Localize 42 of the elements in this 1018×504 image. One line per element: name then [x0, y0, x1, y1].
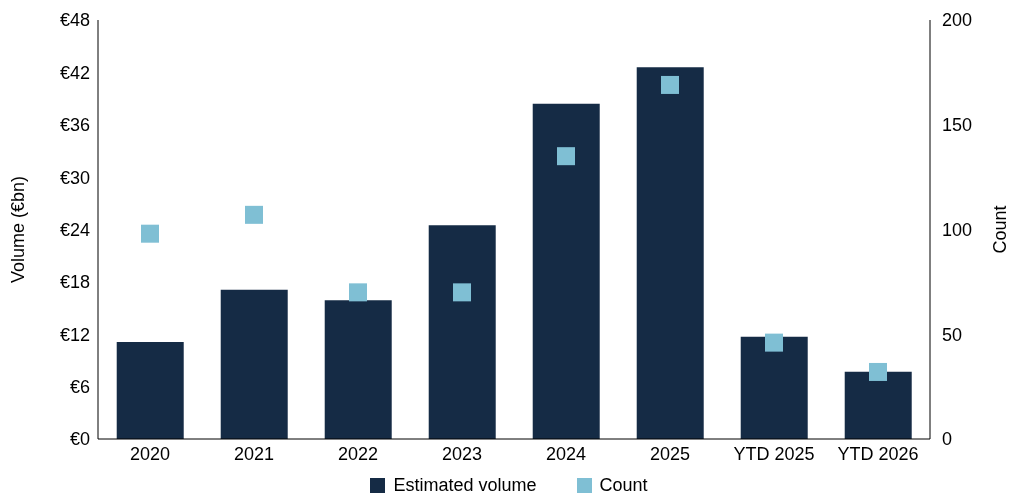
y2-tick-label: 200	[942, 10, 973, 31]
y2-tick-label: 50	[942, 324, 963, 345]
bar	[740, 336, 808, 439]
y-tick-label: €6	[69, 377, 90, 398]
x-tick-label: 2025	[649, 443, 691, 464]
y-tick-label: €48	[59, 10, 90, 31]
bar	[220, 289, 288, 439]
y-tick-label: €36	[59, 115, 90, 136]
x-tick-label: 2020	[129, 443, 171, 464]
point	[141, 224, 159, 243]
bar	[532, 103, 600, 439]
point	[661, 75, 679, 94]
bar	[428, 225, 496, 439]
y2-tick-label: 150	[942, 115, 973, 136]
x-tick-label: 2021	[233, 443, 275, 464]
y-tick-label: €42	[59, 62, 90, 83]
x-tick-label: YTD 2026	[837, 443, 919, 464]
x-tick-label: 2022	[337, 443, 379, 464]
x-tick-label: YTD 2025	[733, 443, 815, 464]
y2-tick-label: 100	[942, 219, 973, 240]
bar	[116, 342, 184, 439]
y-axis-title: Volume (€bn)	[8, 175, 29, 284]
y-tick-label: €0	[69, 429, 90, 450]
point	[557, 147, 575, 166]
bar	[324, 300, 392, 439]
point	[245, 205, 263, 224]
y-tick-label: €24	[59, 219, 90, 240]
point	[349, 283, 367, 302]
y-tick-label: €18	[59, 272, 90, 293]
legend-label: Estimated volume	[392, 475, 537, 496]
x-tick-label: 2023	[441, 443, 483, 464]
x-tick-label: 2024	[545, 443, 587, 464]
y-tick-label: €30	[59, 167, 90, 188]
legend-label: Count	[598, 475, 648, 496]
y2-axis-title: Count	[990, 205, 1011, 254]
point	[869, 362, 887, 381]
bar	[636, 67, 704, 439]
bar	[844, 371, 912, 439]
y2-tick-label: 0	[942, 429, 953, 450]
y-tick-label: €12	[59, 324, 90, 345]
point	[765, 333, 783, 352]
point	[453, 283, 471, 302]
